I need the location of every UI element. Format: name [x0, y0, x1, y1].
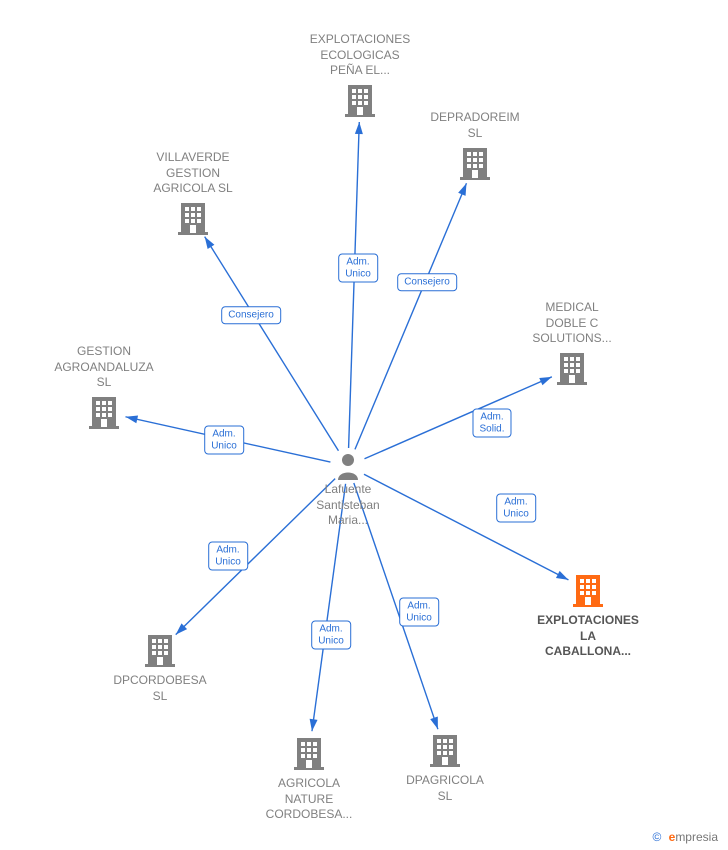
building-icon[interactable]	[573, 573, 603, 607]
edge-line	[205, 237, 339, 451]
building-icon[interactable]	[145, 633, 175, 667]
building-icon[interactable]	[345, 83, 375, 117]
edge-arrowhead	[125, 415, 138, 423]
building-icon[interactable]	[430, 733, 460, 767]
edge-line	[354, 483, 438, 729]
building-icon[interactable]	[460, 146, 490, 180]
edge-line	[176, 479, 335, 635]
edge-line	[364, 377, 551, 459]
edge-line	[125, 417, 330, 462]
edge-line	[349, 122, 360, 448]
person-icon[interactable]	[336, 452, 360, 480]
building-icon[interactable]	[294, 736, 324, 770]
edge-arrowhead	[556, 571, 568, 580]
edge-line	[312, 484, 346, 731]
edge-line	[355, 183, 467, 449]
edge-arrowhead	[458, 183, 466, 196]
building-icon[interactable]	[557, 351, 587, 385]
edge-arrowhead	[205, 237, 215, 249]
edge-arrowhead	[355, 122, 363, 134]
footer: © empresia	[652, 830, 718, 844]
edge-line	[364, 474, 568, 580]
building-icon[interactable]	[178, 201, 208, 235]
building-icon[interactable]	[89, 395, 119, 429]
edge-arrowhead	[430, 717, 438, 730]
edge-arrowhead	[310, 719, 318, 731]
edge-arrowhead	[539, 377, 552, 385]
copyright-symbol: ©	[652, 830, 661, 844]
brand-rest: mpresia	[675, 830, 718, 844]
